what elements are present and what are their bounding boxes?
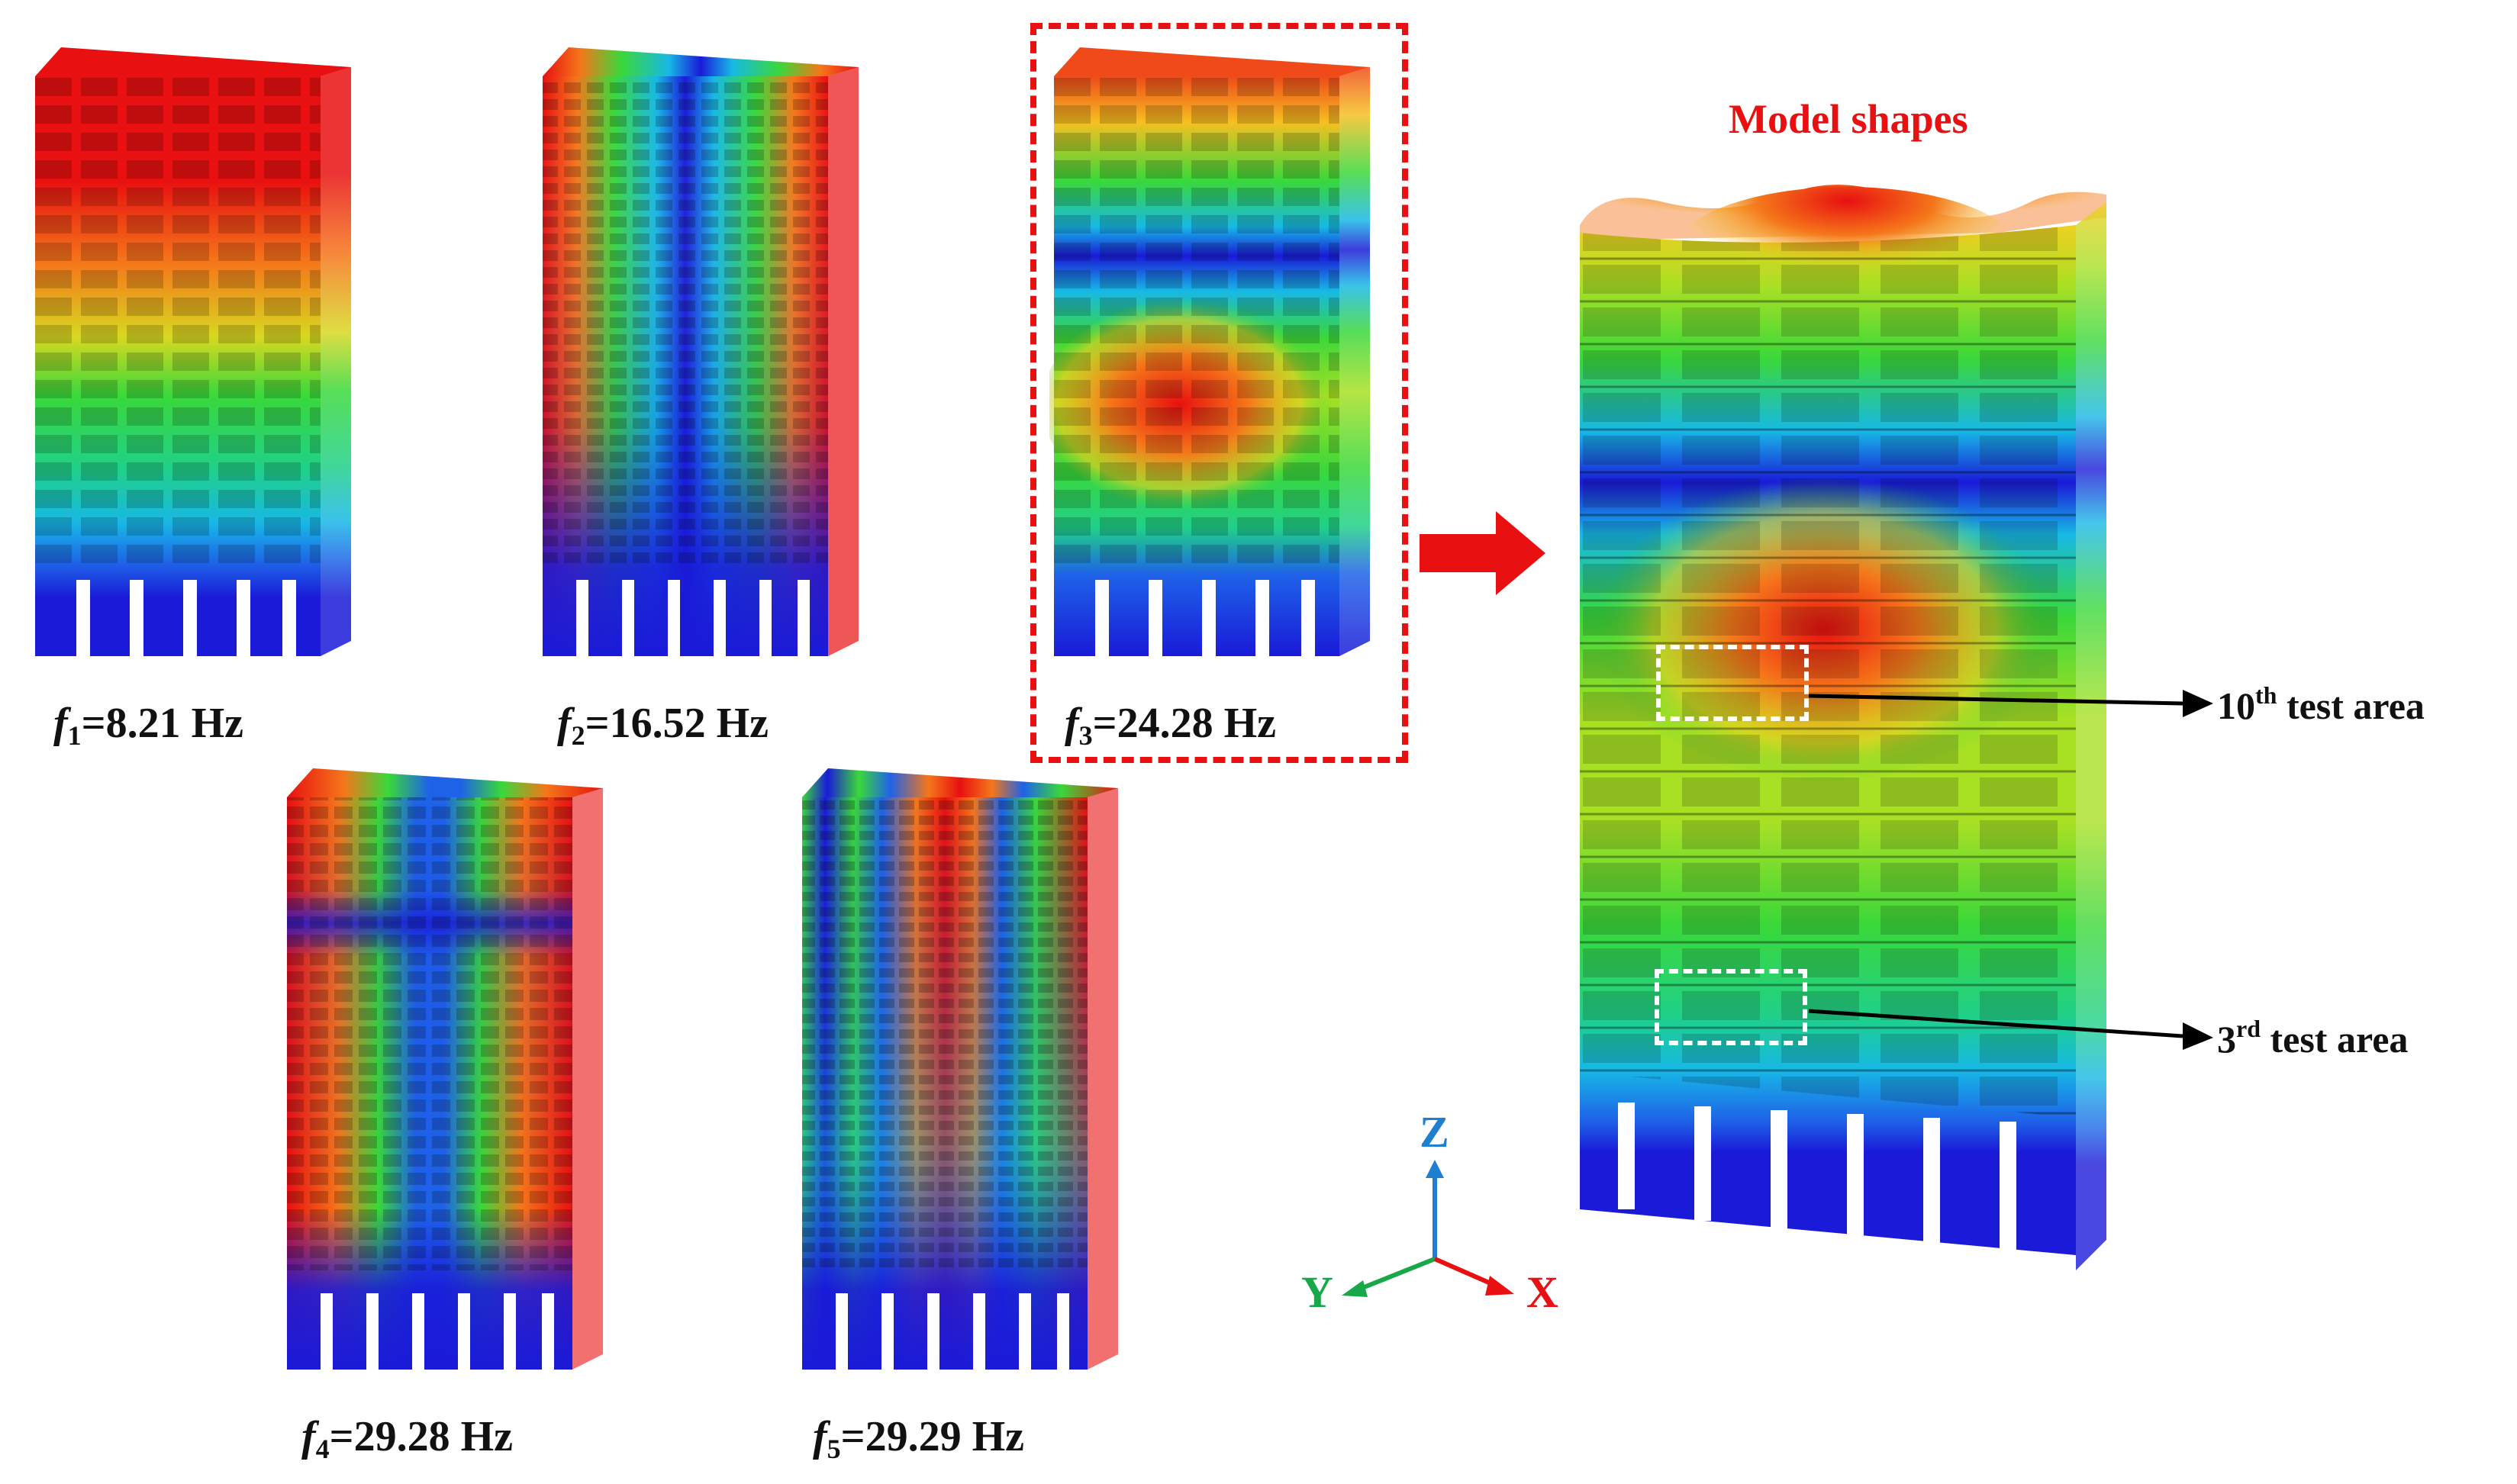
selected-mode-box [1030, 23, 1408, 763]
z-axis-label: Z [1420, 1107, 1449, 1157]
mode-2-model [538, 46, 874, 671]
test-area-3-label: 3rd test area [2217, 1015, 2409, 1061]
mode-1-model [31, 46, 366, 671]
mode-4-shape [287, 768, 603, 1370]
coordinate-axes-icon [1342, 1160, 1514, 1297]
mode-3-model [1049, 46, 1385, 671]
leader-arrows [1808, 690, 2213, 1050]
mode-2-caption: f2=16.52 Hz [557, 700, 769, 751]
detail-title: Model shapes [1729, 96, 1968, 142]
mode-4-model [282, 767, 618, 1377]
mode-3-shape [1049, 47, 1370, 656]
test-area-10-label: 10th test area [2217, 681, 2425, 727]
test-area-10-box [1656, 645, 1809, 721]
x-axis-label: X [1526, 1267, 1558, 1317]
test-area-3-box [1655, 969, 1807, 1045]
mode-1-shape [35, 47, 351, 656]
detail-model [1572, 172, 2152, 1286]
mode-2-shape [543, 47, 859, 656]
mode-5-shape [802, 768, 1118, 1370]
detail-shape [1580, 185, 2106, 1270]
y-axis-label: Y [1301, 1267, 1333, 1317]
mode-5-caption: f5=29.29 Hz [813, 1413, 1024, 1464]
mode-1-caption: f1=8.21 Hz [53, 700, 243, 751]
mode-3-caption: f3=24.28 Hz [1065, 700, 1276, 751]
mode-4-caption: f4=29.28 Hz [301, 1413, 513, 1464]
mode-5-model [798, 767, 1133, 1377]
right-arrow-icon [1420, 511, 1545, 595]
